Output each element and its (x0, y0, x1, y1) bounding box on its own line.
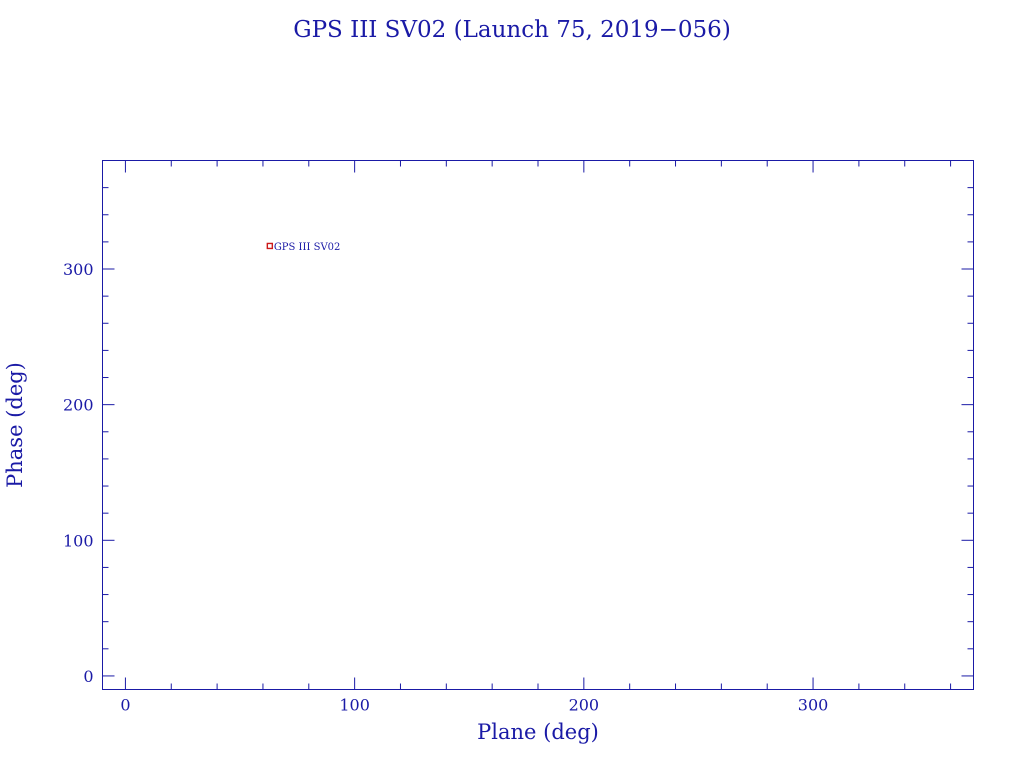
x-tick-label: 300 (798, 696, 829, 715)
x-tick-label: 200 (569, 696, 600, 715)
data-point-label: GPS III SV02 (274, 242, 341, 253)
data-points: GPS III SV02 (266, 242, 341, 253)
y-tick-label: 200 (63, 396, 94, 415)
axis-ticks (102, 160, 974, 690)
y-axis-label: Phase (deg) (3, 362, 27, 488)
tick-labels: 0 100 200 300 0 100 200 300 (63, 260, 828, 714)
chart-title: GPS III SV02 (Launch 75, 2019−056) (293, 17, 731, 43)
y-tick-label: 0 (83, 667, 93, 686)
data-point-marker (266, 242, 274, 250)
y-tick-label: 300 (63, 260, 94, 279)
x-tick-label: 100 (339, 696, 370, 715)
plot-frame (102, 160, 974, 690)
y-tick-label: 100 (63, 531, 94, 550)
x-axis-label: Plane (deg) (477, 720, 599, 744)
x-tick-label: 0 (120, 696, 130, 715)
